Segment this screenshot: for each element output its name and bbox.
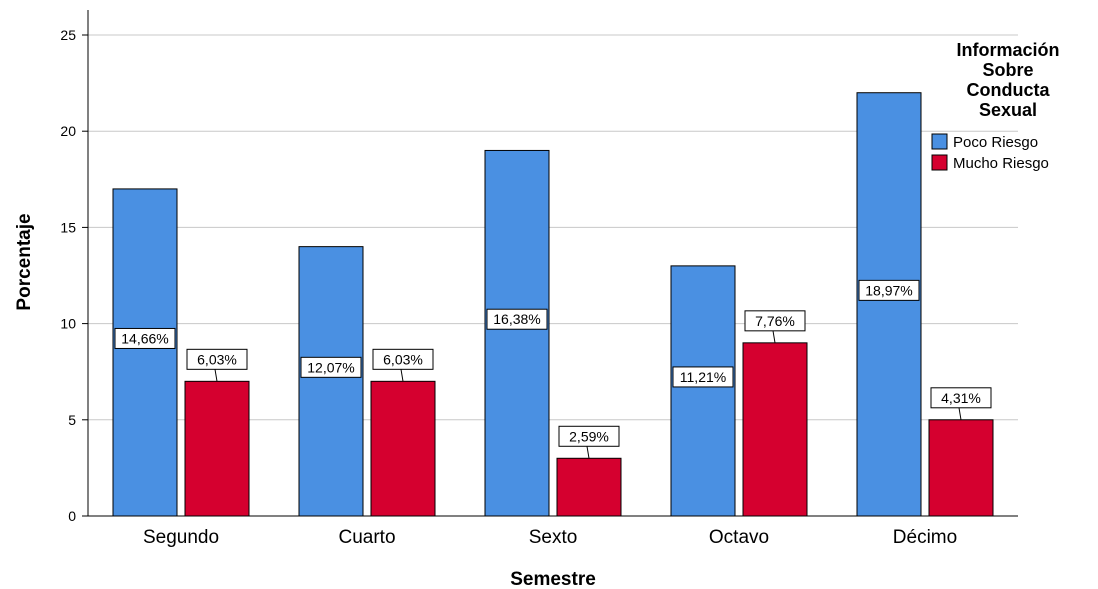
legend-swatch-mucho-riesgo (931, 154, 948, 171)
data-label-box-0-1 (300, 356, 362, 378)
data-label-leader-1-4 (958, 407, 962, 420)
x-axis-title: Semestre (510, 569, 596, 589)
y-tick-label-25: 25 (60, 27, 76, 43)
data-label-leader-1-1 (400, 369, 404, 382)
data-label-leader-1-0 (214, 369, 218, 382)
bar-0-0 (112, 188, 178, 517)
y-tick-label-20: 20 (60, 123, 76, 139)
bar-0-4 (856, 92, 922, 517)
tick-labels: 0 5 10 15 20 25 Segundo Cuarto Sexto Octavo Décimo (60, 27, 957, 548)
y-tick-label-10: 10 (60, 316, 76, 332)
bar-0-2 (484, 149, 550, 517)
legend-title-line-1: Información (956, 40, 1059, 60)
data-label-box-1-1 (372, 348, 434, 370)
data-labels: 14,66% 6,03% 12,07% 6,03% 16,38% 2,59% 11,21% 7… (114, 279, 992, 459)
x-tick-label-2: Sexto (529, 527, 578, 548)
data-label-1-0: 6,03% (197, 351, 237, 367)
legend-title-line-3: Conducta (967, 80, 1051, 100)
legend-label-poco-riesgo: Poco Riesgo (953, 134, 1038, 151)
data-label-box-0-2 (486, 308, 548, 330)
data-label-0-1: 12,07% (307, 359, 354, 375)
x-tick-label-0: Segundo (143, 527, 219, 548)
data-label-0-2: 16,38% (493, 311, 540, 327)
data-label-box-0-4 (858, 279, 920, 301)
x-tick-label-4: Décimo (893, 527, 957, 548)
bar-1-4 (928, 419, 994, 517)
y-tick-label-0: 0 (68, 508, 76, 524)
data-label-box-1-3 (744, 310, 806, 332)
bar-1-1 (370, 380, 436, 517)
data-label-1-3: 7,76% (755, 313, 795, 329)
data-label-leader-1-2 (586, 446, 590, 459)
bar-0-1 (298, 246, 364, 517)
data-label-0-3: 11,21% (680, 369, 726, 385)
data-label-box-1-4 (930, 387, 992, 409)
data-label-1-4: 4,31% (941, 390, 981, 406)
bar-1-2 (556, 457, 622, 517)
bar-1-0 (184, 380, 250, 517)
data-label-0-0: 14,66% (121, 330, 168, 346)
x-tick-label-1: Cuarto (338, 527, 395, 548)
data-label-box-0-3 (672, 366, 734, 388)
data-label-box-1-0 (186, 348, 248, 370)
legend: Información Sobre Conducta Sexual Poco R… (931, 40, 1060, 172)
data-label-1-2: 2,59% (569, 428, 609, 444)
data-label-0-4: 18,97% (865, 282, 912, 298)
x-tick-label-3: Octavo (709, 527, 769, 548)
data-label-box-1-2 (558, 425, 620, 447)
y-tick-label-5: 5 (68, 412, 76, 428)
bar-1-3 (742, 342, 808, 517)
data-label-leader-1-3 (772, 330, 776, 343)
legend-title-line-4: Sexual (979, 100, 1037, 120)
legend-swatch-poco-riesgo (931, 133, 948, 150)
legend-title-line-2: Sobre (982, 60, 1033, 80)
y-tick-label-15: 15 (60, 219, 76, 235)
data-label-1-1: 6,03% (383, 351, 423, 367)
bars (112, 92, 994, 517)
legend-label-mucho-riesgo: Mucho Riesgo (953, 155, 1049, 172)
y-axis-title: Porcentaje (14, 213, 35, 310)
data-label-box-0-0 (114, 327, 176, 349)
bar-0-3 (670, 265, 736, 517)
